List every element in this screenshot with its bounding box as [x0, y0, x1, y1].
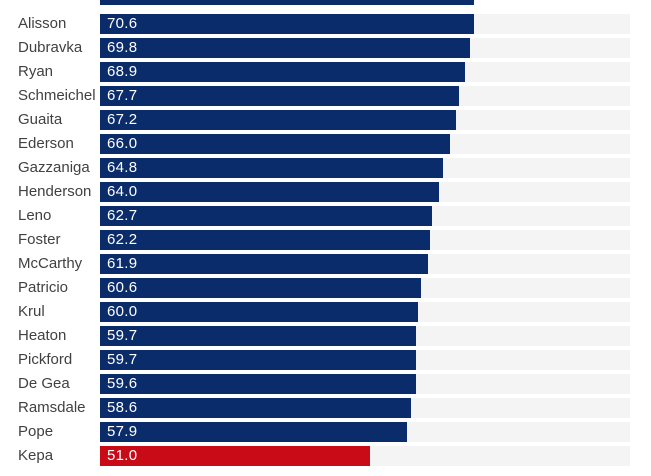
chart-row: Krul 60.0: [0, 302, 651, 322]
bar: 69.8: [100, 38, 470, 58]
bar-track: 58.6: [100, 398, 630, 418]
bar-track: 59.6: [100, 374, 630, 394]
bar-value-label: 58.6: [107, 399, 138, 416]
row-label: Ryan: [18, 63, 54, 80]
row-label: Guaita: [18, 111, 63, 128]
bar-value-label: 61.9: [107, 255, 138, 272]
bar: 62.7: [100, 206, 433, 226]
row-label: De Gea: [18, 375, 70, 392]
chart-row: Alisson 70.6: [0, 14, 651, 34]
bar-value-label: 60.0: [107, 303, 138, 320]
bar: 59.6: [100, 374, 416, 394]
row-label: Dubravka: [18, 39, 83, 56]
bar-track: 64.8: [100, 158, 630, 178]
chart-row: Kepa 51.0: [0, 446, 651, 466]
bar: 70.6: [100, 14, 475, 34]
chart-row: Pickford 59.7: [0, 350, 651, 370]
row-label: Pickford: [18, 351, 73, 368]
bar-value-label: 59.7: [107, 327, 138, 344]
bar-value-label: 64.0: [107, 183, 138, 200]
bar-value-label: 57.9: [107, 423, 138, 440]
row-label: Patricio: [18, 279, 69, 296]
chart-row: Dubravka 69.8: [0, 38, 651, 58]
bar-track: 57.9: [100, 422, 630, 442]
chart-row: Henderson 64.0: [0, 182, 651, 202]
chart-row: Heaton 59.7: [0, 326, 651, 346]
row-label: Gazzaniga: [18, 159, 90, 176]
chart-row: McCarthy 61.9: [0, 254, 651, 274]
row-label: McCarthy: [18, 255, 83, 272]
bar-value-label: 60.6: [107, 279, 138, 296]
bar: 68.9: [100, 62, 466, 82]
bar: 51.0: [100, 446, 371, 466]
bar: 66.0: [100, 134, 450, 154]
row-label: Heaton: [18, 327, 67, 344]
bar: 57.9: [100, 422, 407, 442]
chart-row: Ederson 66.0: [0, 134, 651, 154]
bar-track: 62.7: [100, 206, 630, 226]
row-label: Leno: [18, 207, 52, 224]
bar-track: 67.7: [100, 86, 630, 106]
bar: 64.0: [100, 182, 440, 202]
bar-value-label: 51.0: [107, 447, 138, 464]
bar-value-label: 70.6: [107, 15, 138, 32]
bar-track: 69.8: [100, 38, 630, 58]
bar: 59.7: [100, 326, 417, 346]
bar-value-label: 66.0: [107, 135, 138, 152]
bar: 67.7: [100, 86, 459, 106]
chart-row: Patricio 60.6: [0, 278, 651, 298]
row-label: Henderson: [18, 183, 92, 200]
bar-value-label: 62.2: [107, 231, 138, 248]
bar-value-label: 59.7: [107, 351, 138, 368]
bar-track: 67.2: [100, 110, 630, 130]
chart-row: De Gea 59.6: [0, 374, 651, 394]
bar: 61.9: [100, 254, 429, 274]
row-label: Ramsdale: [18, 399, 86, 416]
bar-track: 59.7: [100, 350, 630, 370]
bar-value-label: 67.7: [107, 87, 138, 104]
bar: 64.8: [100, 158, 444, 178]
bar-track: 64.0: [100, 182, 630, 202]
row-label: Schmeichel: [18, 87, 96, 104]
bar-track: 60.6: [100, 278, 630, 298]
bar-track: 62.2: [100, 230, 630, 250]
bar-value-label: 69.8: [107, 39, 138, 56]
chart-row: Gazzaniga 64.8: [0, 158, 651, 178]
row-label: Pope: [18, 423, 54, 440]
bar-track: 68.9: [100, 62, 630, 82]
bar-track: 70.6: [100, 14, 630, 34]
chart-row: Leno 62.7: [0, 206, 651, 226]
row-label: Foster: [18, 231, 61, 248]
cropped-top-bar: [100, 0, 474, 5]
bar-value-label: 64.8: [107, 159, 138, 176]
chart-row: Foster 62.2: [0, 230, 651, 250]
row-label: Kepa: [18, 447, 54, 464]
bar-track: 59.7: [100, 326, 630, 346]
chart-rows: Alisson 70.6 Dubravka 69.8 Ryan 68.9 Sch…: [0, 14, 651, 470]
bar: 59.7: [100, 350, 417, 370]
bar-value-label: 67.2: [107, 111, 138, 128]
bar-track: 51.0: [100, 446, 630, 466]
bar-track: 60.0: [100, 302, 630, 322]
bar: 62.2: [100, 230, 430, 250]
row-label: Alisson: [18, 15, 67, 32]
chart-row: Schmeichel 67.7: [0, 86, 651, 106]
chart-row: Ramsdale 58.6: [0, 398, 651, 418]
chart-row: Guaita 67.2: [0, 110, 651, 130]
bar-track: 66.0: [100, 134, 630, 154]
bar-value-label: 62.7: [107, 207, 138, 224]
bar: 67.2: [100, 110, 457, 130]
bar: 60.6: [100, 278, 422, 298]
row-label: Krul: [18, 303, 45, 320]
bar-track: 61.9: [100, 254, 630, 274]
chart-row: Ryan 68.9: [0, 62, 651, 82]
bar: 60.0: [100, 302, 418, 322]
bar: 58.6: [100, 398, 411, 418]
row-label: Ederson: [18, 135, 74, 152]
bar-value-label: 59.6: [107, 375, 138, 392]
chart-row: Pope 57.9: [0, 422, 651, 442]
bar-value-label: 68.9: [107, 63, 138, 80]
